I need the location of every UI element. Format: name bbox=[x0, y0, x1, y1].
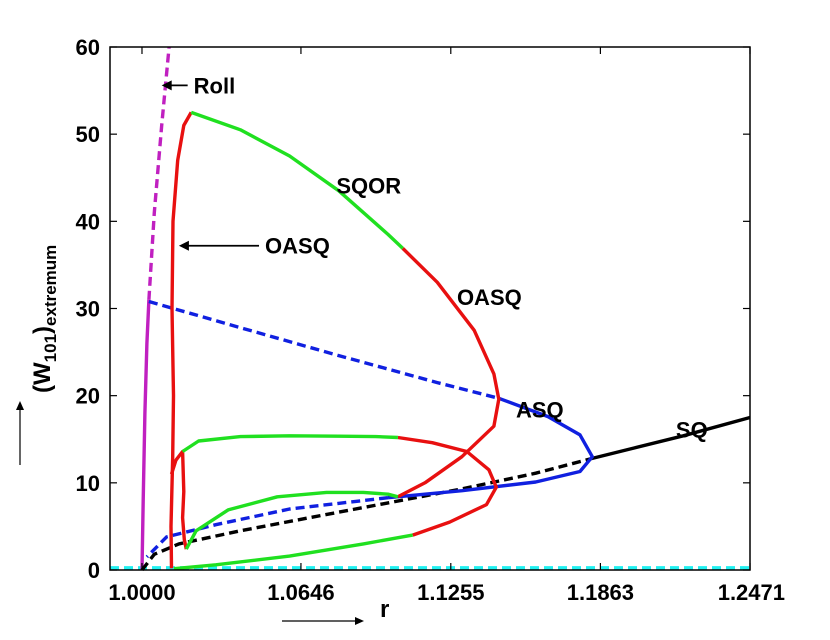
y-tick-label: 20 bbox=[76, 384, 100, 409]
series-sqor-inner-lower bbox=[184, 490, 399, 550]
series-asq-unstable bbox=[148, 299, 500, 400]
series-asq-stable bbox=[387, 396, 594, 500]
y-tick-label: 0 bbox=[88, 558, 100, 583]
plot-frame bbox=[109, 46, 751, 571]
x-axis-title: r bbox=[380, 596, 389, 623]
annotation-roll: Roll bbox=[194, 73, 236, 98]
y-title-close: ) bbox=[29, 326, 56, 334]
y-tick-label: 40 bbox=[76, 209, 100, 234]
series-oasq-inner-crossing bbox=[169, 449, 188, 550]
series-sq-stable bbox=[591, 415, 751, 461]
series-sqor-top bbox=[190, 110, 404, 250]
series-sq-unstable bbox=[140, 456, 593, 572]
y-axis-arrow bbox=[16, 401, 24, 465]
series-sqor-inner-upper bbox=[181, 434, 398, 453]
series-roll-stable bbox=[140, 299, 151, 571]
x-tick-label: 1.1255 bbox=[417, 580, 484, 605]
x-axis-arrow bbox=[282, 617, 364, 625]
y-tick-label: 60 bbox=[76, 35, 100, 60]
annotation-sqor: SQOR bbox=[336, 174, 401, 199]
ticks-layer: 0 10 20 30 40 50 60 1.0000 1.0646 1.1255 1.1863 1.2… bbox=[76, 35, 785, 605]
y-axis-title: (W101)extremum bbox=[29, 245, 60, 393]
series-asq-lower bbox=[145, 496, 389, 559]
series-sqor-bottom bbox=[173, 533, 413, 571]
annotation-oasq: OASQ bbox=[457, 285, 522, 310]
x-tick-label: 1.1863 bbox=[567, 580, 634, 605]
annotation-sq: SQ bbox=[676, 418, 708, 443]
series-oasq-left bbox=[169, 111, 193, 569]
annotations-layer: Roll OASQ SQOR OASQ ASQ SQ bbox=[161, 73, 708, 443]
annotation-asq: ASQ bbox=[516, 398, 564, 423]
x-tick-label: 1.0646 bbox=[267, 580, 334, 605]
annotation-arrow-head bbox=[161, 80, 172, 91]
x-tick-label: 1.2471 bbox=[718, 580, 785, 605]
y-tick-label: 10 bbox=[76, 471, 100, 496]
y-tick-label: 30 bbox=[76, 297, 100, 322]
annotation-arrow-head bbox=[178, 240, 189, 251]
series-oasq-right bbox=[397, 247, 501, 499]
y-tick-label: 50 bbox=[76, 122, 100, 147]
y-title-sub2: extremum bbox=[41, 245, 60, 326]
series-layer bbox=[110, 46, 751, 572]
y-title-open: (W bbox=[29, 362, 56, 393]
y-title-sub1: 101 bbox=[41, 334, 60, 362]
x-tick-label: 1.0000 bbox=[108, 580, 175, 605]
annotation-oasq: OASQ bbox=[265, 234, 330, 259]
series-oasq-lower-right bbox=[397, 435, 498, 537]
